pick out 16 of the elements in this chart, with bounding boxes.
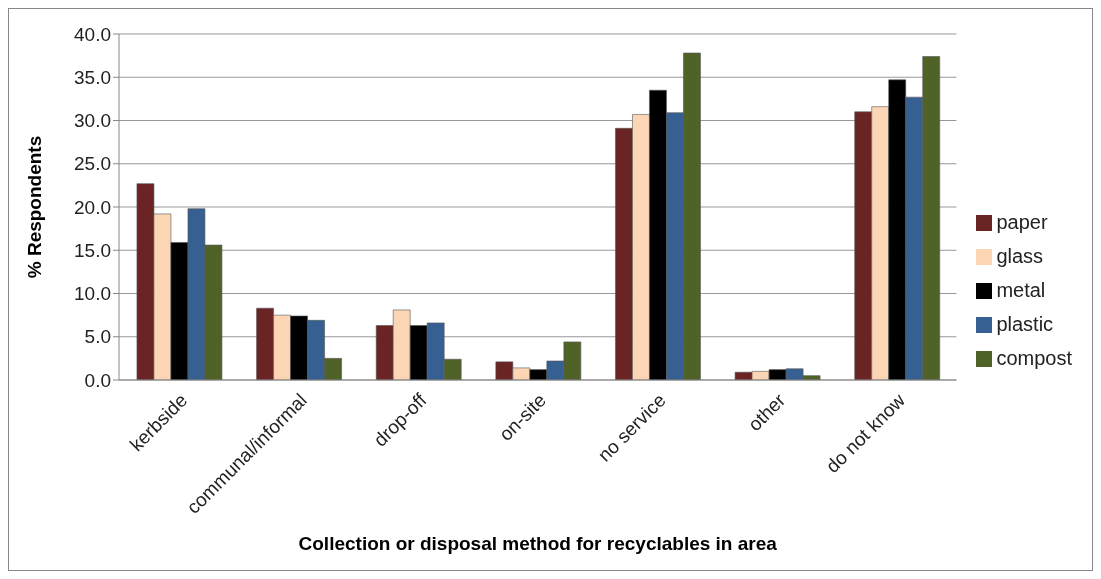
x-axis-title: Collection or disposal method for recyclables in area xyxy=(298,533,778,554)
y-tick-label: 0.0 xyxy=(84,369,111,391)
legend-label: metal xyxy=(996,278,1046,301)
y-tick-label: 5.0 xyxy=(84,326,111,348)
legend-label: plastic xyxy=(996,312,1054,335)
y-axis-title: % Respondents xyxy=(23,135,45,279)
y-tick-label: 20.0 xyxy=(74,196,111,218)
y-tick-label: 25.0 xyxy=(74,153,111,175)
y-tick-label: 10.0 xyxy=(74,283,111,305)
y-tick-label: 30.0 xyxy=(74,110,111,132)
legend-label: compost xyxy=(996,346,1072,369)
y-tick-label: 15.0 xyxy=(74,239,111,261)
y-tick-label: 40.0 xyxy=(74,23,111,45)
legend-label: paper xyxy=(996,210,1048,233)
y-tick-label: 35.0 xyxy=(74,67,111,88)
legend-label: glass xyxy=(996,244,1044,267)
